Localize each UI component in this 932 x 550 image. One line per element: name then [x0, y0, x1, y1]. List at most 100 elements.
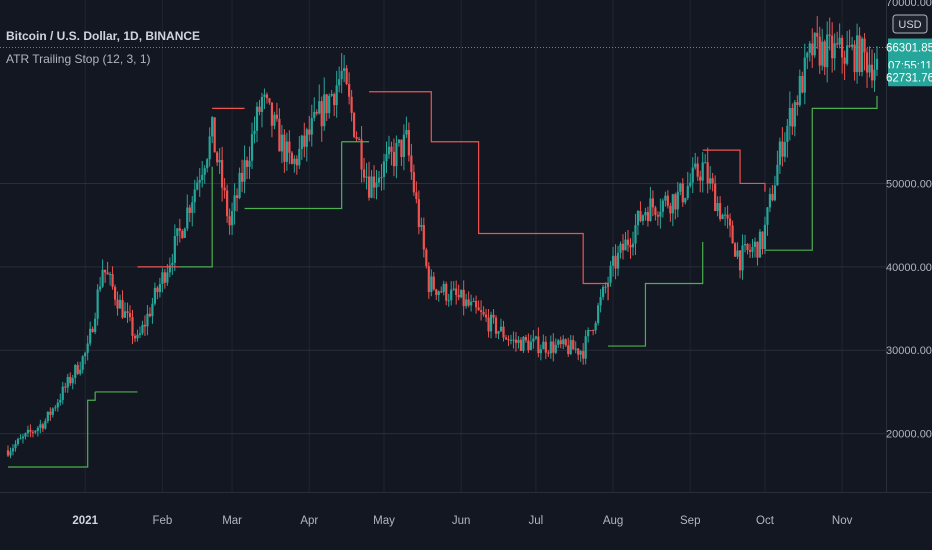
- candle-body: [198, 180, 201, 183]
- candle-body: [465, 299, 468, 307]
- candle-body: [472, 300, 475, 302]
- candle-body: [502, 326, 505, 338]
- candle-body: [425, 249, 428, 267]
- candle-body: [619, 243, 622, 253]
- candle-body: [676, 191, 679, 210]
- candle-body: [143, 324, 147, 327]
- candle-body: [656, 214, 659, 217]
- candle-body: [537, 336, 540, 354]
- candle-body: [138, 333, 142, 335]
- candle-body: [639, 210, 642, 222]
- candle-series[interactable]: [6, 16, 879, 459]
- candle-body: [644, 212, 647, 216]
- candle-body: [487, 317, 490, 332]
- candle-body: [811, 43, 814, 56]
- trailing-stop-long-line: [8, 391, 96, 468]
- candle-body: [527, 340, 530, 351]
- candle-body: [768, 194, 772, 208]
- candle-body: [572, 340, 575, 350]
- candle-body: [340, 70, 343, 80]
- candle-body: [579, 351, 582, 355]
- candle-body: [320, 101, 323, 127]
- candle-body: [427, 266, 430, 292]
- stop-value-badge: 62731.76: [886, 72, 932, 84]
- candle-body: [841, 37, 844, 58]
- candle-body: [562, 339, 565, 345]
- candle-body: [783, 142, 786, 157]
- candle-body: [395, 142, 398, 167]
- candle-body: [420, 225, 423, 228]
- candle-body: [193, 189, 196, 203]
- candle-body: [415, 192, 418, 200]
- candle-body: [248, 160, 251, 167]
- candle-body: [821, 41, 824, 66]
- candle-body: [778, 141, 781, 165]
- candle-body: [793, 102, 796, 127]
- candle-body: [280, 134, 283, 152]
- candle-body: [534, 336, 537, 339]
- candle-body: [430, 276, 433, 292]
- candle-body: [855, 35, 859, 73]
- candle-body: [141, 324, 144, 334]
- candle-body: [14, 444, 17, 449]
- candle-body: [161, 272, 164, 285]
- candle-body: [263, 94, 266, 97]
- candle-body: [602, 286, 605, 298]
- candle-body: [634, 225, 637, 244]
- candle-body: [758, 231, 762, 258]
- candle-body: [71, 377, 74, 384]
- candle-body: [270, 102, 274, 126]
- candle-body: [460, 289, 463, 298]
- candle-body: [684, 198, 687, 203]
- candle-body: [621, 243, 625, 251]
- candle-body: [706, 162, 709, 184]
- candle-body: [833, 43, 836, 59]
- candle-body: [158, 284, 161, 293]
- candle-body: [826, 34, 829, 68]
- candle-body: [659, 211, 662, 217]
- candle-body: [865, 52, 869, 73]
- candle-body: [49, 411, 52, 415]
- candle-body: [36, 427, 39, 431]
- candle-body: [664, 195, 667, 201]
- candle-body: [743, 244, 747, 246]
- candle-body: [240, 172, 244, 182]
- candle-body: [803, 57, 806, 93]
- candle-body: [308, 129, 311, 135]
- time-tick-label: Aug: [603, 515, 623, 527]
- candle-body: [56, 402, 59, 408]
- trailing-stop-long-line: [179, 166, 213, 268]
- candle-body: [375, 182, 378, 188]
- candle-body: [392, 151, 396, 167]
- candle-body: [221, 160, 224, 188]
- candle-body: [616, 252, 620, 269]
- candle-body: [577, 348, 580, 355]
- candle-body: [564, 339, 567, 346]
- time-scale[interactable]: 22021FebMarAprMayJunJulAugSepOctNov: [0, 515, 853, 527]
- price-scale[interactable]: 20000.00 30000.00 40000.00 50000.00 70000.00: [886, 0, 932, 441]
- candle-body: [61, 386, 64, 400]
- candle-body: [295, 158, 298, 166]
- candle-body: [260, 96, 264, 112]
- candle-body: [96, 289, 99, 319]
- candle-body: [283, 134, 286, 162]
- candle-body: [716, 203, 719, 212]
- candle-body: [226, 190, 229, 217]
- candle-body: [201, 174, 204, 181]
- candle-body: [654, 207, 657, 215]
- candle-body: [711, 178, 714, 184]
- candle-body: [410, 155, 413, 173]
- candle-body: [118, 299, 122, 309]
- candle-body: [751, 246, 754, 252]
- candle-body: [178, 228, 181, 231]
- price-tick-label: 50000.00: [886, 178, 932, 190]
- time-tick-label: Apr: [300, 515, 318, 527]
- candle-body: [148, 313, 152, 317]
- candle-body: [552, 341, 555, 353]
- candle-body: [151, 303, 154, 317]
- candle-body: [335, 85, 338, 106]
- trailing-stop-series: [8, 91, 878, 468]
- candle-body: [873, 69, 876, 81]
- candle-body: [801, 76, 804, 93]
